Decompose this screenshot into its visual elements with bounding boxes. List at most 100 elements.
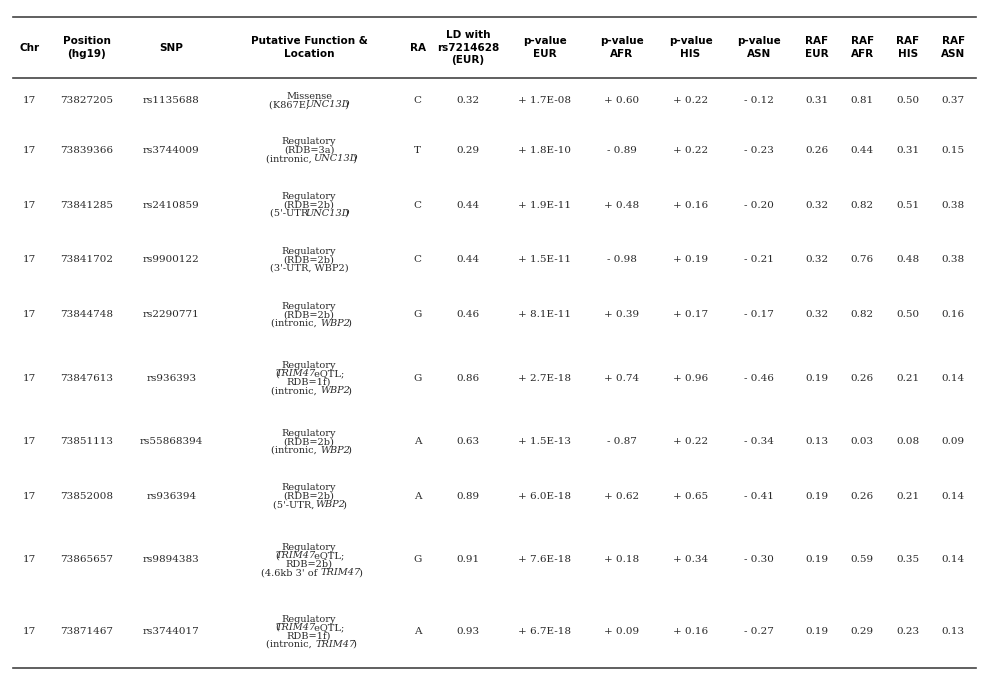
- Text: ): ): [344, 100, 348, 109]
- Text: + 1.5E-11: + 1.5E-11: [519, 256, 572, 265]
- Text: Chr: Chr: [20, 43, 39, 52]
- Text: 73841702: 73841702: [60, 256, 113, 265]
- Text: + 0.19: + 0.19: [673, 256, 708, 265]
- Text: rs3744009: rs3744009: [143, 146, 200, 154]
- Text: TRIM47: TRIM47: [276, 623, 316, 632]
- Text: 73847613: 73847613: [60, 373, 113, 383]
- Text: ): ): [352, 640, 356, 649]
- Text: + 0.74: + 0.74: [604, 373, 640, 383]
- Text: WBP2: WBP2: [316, 500, 345, 509]
- Text: (RDB=2b): (RDB=2b): [283, 310, 335, 319]
- Text: + 0.09: + 0.09: [604, 627, 640, 636]
- Text: 73865657: 73865657: [60, 556, 113, 564]
- Text: 0.38: 0.38: [942, 256, 965, 265]
- Text: (RDB=3a): (RDB=3a): [283, 146, 335, 154]
- Text: RDB=1f): RDB=1f): [286, 632, 332, 641]
- Text: p-value
HIS: p-value HIS: [669, 37, 712, 58]
- Text: 73839366: 73839366: [60, 146, 113, 154]
- Text: 0.29: 0.29: [457, 146, 479, 154]
- Text: ): ): [347, 445, 351, 454]
- Text: 17: 17: [23, 373, 36, 383]
- Text: (intronic,: (intronic,: [272, 319, 320, 328]
- Text: + 0.48: + 0.48: [604, 201, 640, 209]
- Text: A: A: [414, 437, 421, 446]
- Text: RDB=2b): RDB=2b): [285, 560, 333, 568]
- Text: C: C: [413, 96, 421, 105]
- Text: + 0.62: + 0.62: [604, 492, 640, 501]
- Text: + 2.7E-18: + 2.7E-18: [519, 373, 572, 383]
- Text: ): ): [347, 319, 351, 328]
- Text: + 0.60: + 0.60: [604, 96, 640, 105]
- Text: (5'-UTR,: (5'-UTR,: [274, 500, 318, 509]
- Text: 0.48: 0.48: [896, 256, 919, 265]
- Text: TRIM47: TRIM47: [316, 640, 356, 649]
- Text: 73871467: 73871467: [60, 627, 113, 636]
- Text: Regulatory: Regulatory: [281, 428, 337, 437]
- Text: 0.91: 0.91: [457, 556, 479, 564]
- Text: - 0.27: - 0.27: [745, 627, 774, 636]
- Text: - 0.23: - 0.23: [745, 146, 774, 154]
- Text: eQTL;: eQTL;: [311, 551, 344, 560]
- Text: 17: 17: [23, 627, 36, 636]
- Text: - 0.20: - 0.20: [745, 201, 774, 209]
- Text: Position
(hg19): Position (hg19): [63, 37, 110, 58]
- Text: 0.21: 0.21: [896, 492, 919, 501]
- Text: - 0.12: - 0.12: [745, 96, 774, 105]
- Text: 0.31: 0.31: [896, 146, 919, 154]
- Text: + 1.5E-13: + 1.5E-13: [519, 437, 572, 446]
- Text: 0.37: 0.37: [942, 96, 965, 105]
- Text: 0.26: 0.26: [850, 373, 874, 383]
- Text: 0.26: 0.26: [850, 492, 874, 501]
- Text: + 0.17: + 0.17: [673, 310, 708, 319]
- Text: 0.19: 0.19: [805, 373, 829, 383]
- Text: 0.09: 0.09: [942, 437, 965, 446]
- Text: eQTL;: eQTL;: [311, 623, 344, 632]
- Text: A: A: [414, 627, 421, 636]
- Text: 17: 17: [23, 437, 36, 446]
- Text: 0.93: 0.93: [457, 627, 479, 636]
- Text: 0.81: 0.81: [850, 96, 874, 105]
- Text: ): ): [341, 500, 345, 509]
- Text: (RDB=2b): (RDB=2b): [283, 201, 335, 209]
- Text: (3'-UTR, WBP2): (3'-UTR, WBP2): [270, 264, 348, 273]
- Text: 17: 17: [23, 146, 36, 154]
- Text: UNC13D: UNC13D: [314, 154, 358, 163]
- Text: 0.23: 0.23: [896, 627, 919, 636]
- Text: + 0.22: + 0.22: [673, 96, 708, 105]
- Text: 0.44: 0.44: [457, 256, 479, 265]
- Text: 0.38: 0.38: [942, 201, 965, 209]
- Text: - 0.46: - 0.46: [745, 373, 774, 383]
- Text: - 0.89: - 0.89: [607, 146, 637, 154]
- Text: 0.50: 0.50: [896, 310, 919, 319]
- Text: (: (: [275, 551, 278, 560]
- Text: p-value
EUR: p-value EUR: [523, 37, 567, 58]
- Text: 0.08: 0.08: [896, 437, 919, 446]
- Text: (RDB=2b): (RDB=2b): [283, 437, 335, 446]
- Text: + 0.22: + 0.22: [673, 437, 708, 446]
- Text: 0.32: 0.32: [805, 310, 829, 319]
- Text: (intronic,: (intronic,: [272, 445, 320, 454]
- Text: + 6.7E-18: + 6.7E-18: [519, 627, 572, 636]
- Text: RAF
HIS: RAF HIS: [896, 37, 919, 58]
- Text: RAF
EUR: RAF EUR: [805, 37, 829, 58]
- Text: 0.15: 0.15: [942, 146, 965, 154]
- Text: TRIM47: TRIM47: [276, 369, 316, 378]
- Text: 73827205: 73827205: [60, 96, 113, 105]
- Text: 17: 17: [23, 556, 36, 564]
- Text: + 1.8E-10: + 1.8E-10: [519, 146, 572, 154]
- Text: RAF
ASN: RAF ASN: [942, 37, 965, 58]
- Text: 0.44: 0.44: [457, 201, 479, 209]
- Text: + 8.1E-11: + 8.1E-11: [519, 310, 572, 319]
- Text: + 1.7E-08: + 1.7E-08: [519, 96, 572, 105]
- Text: Putative Function &
Location: Putative Function & Location: [251, 37, 367, 58]
- Text: Regulatory: Regulatory: [281, 137, 337, 146]
- Text: WBP2: WBP2: [321, 319, 350, 328]
- Text: rs9894383: rs9894383: [143, 556, 200, 564]
- Text: 0.19: 0.19: [805, 492, 829, 501]
- Text: Regulatory: Regulatory: [281, 543, 337, 551]
- Text: 0.19: 0.19: [805, 627, 829, 636]
- Text: Regulatory: Regulatory: [281, 361, 337, 370]
- Text: (: (: [275, 369, 278, 378]
- Text: + 0.65: + 0.65: [673, 492, 708, 501]
- Text: 73841285: 73841285: [60, 201, 113, 209]
